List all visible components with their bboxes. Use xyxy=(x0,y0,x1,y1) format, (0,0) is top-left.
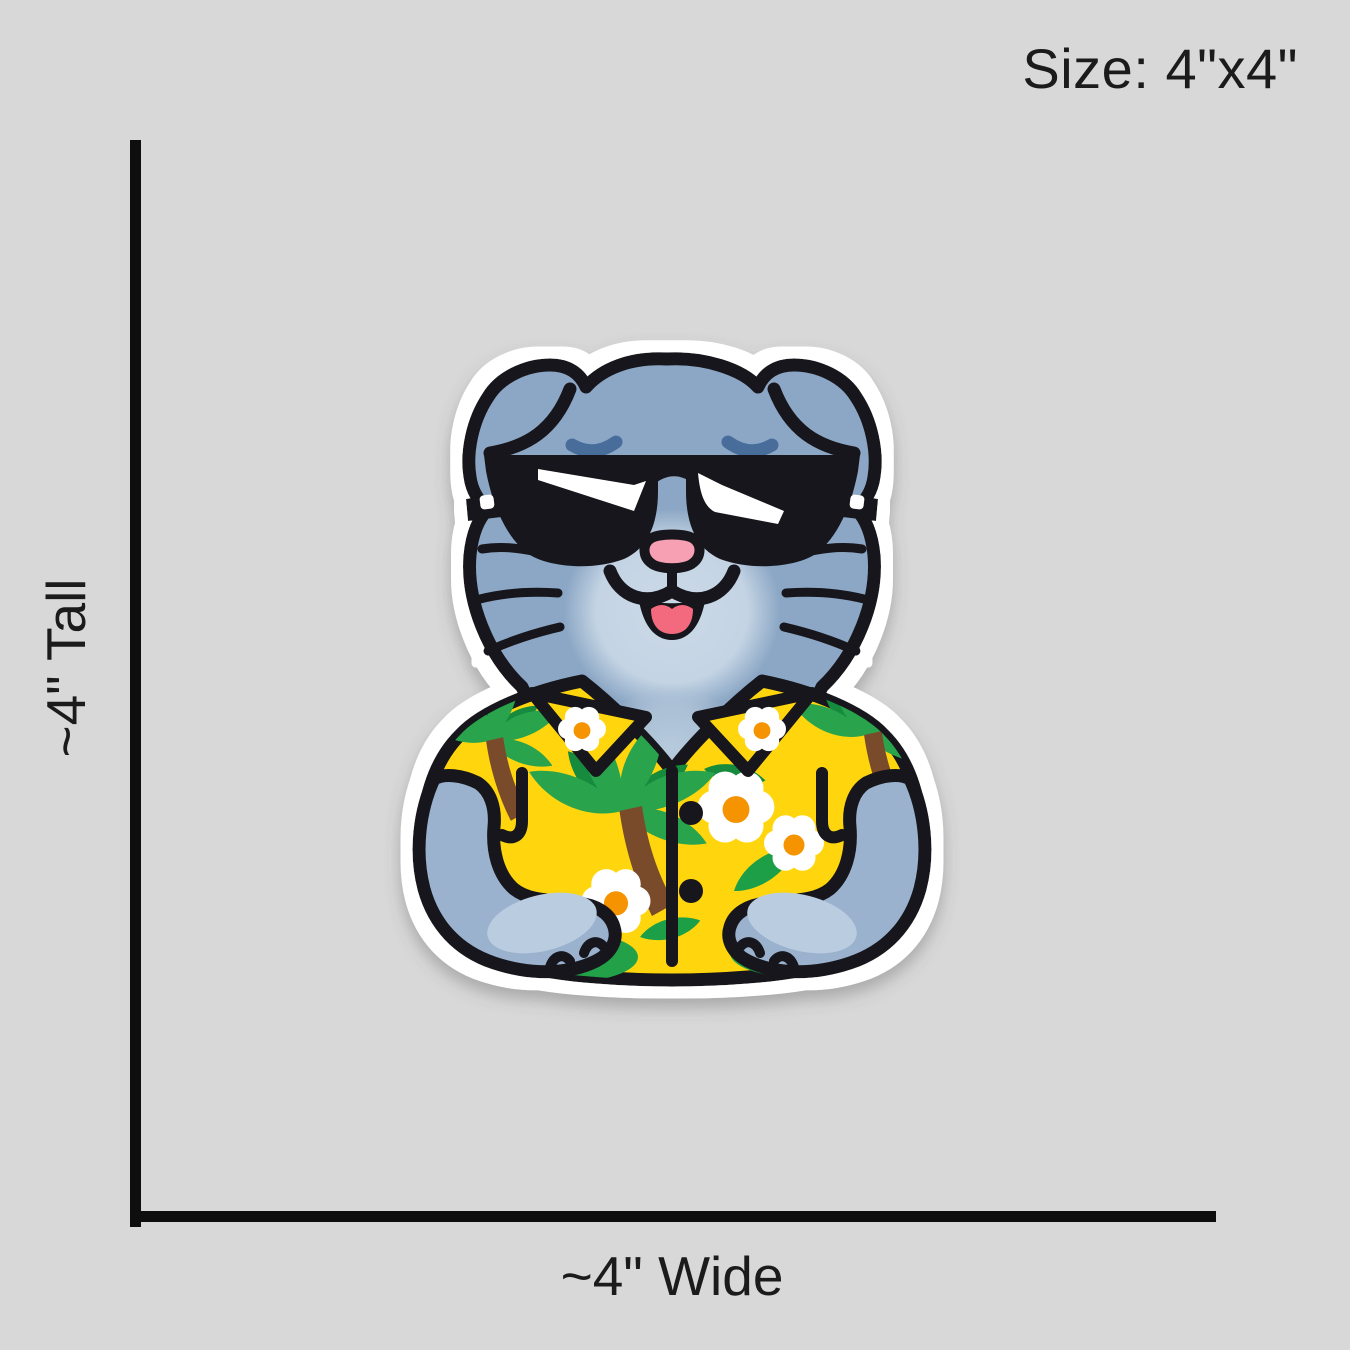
tongue xyxy=(651,605,693,634)
left-eyebrow xyxy=(565,435,623,458)
width-label: ~4" Wide xyxy=(560,1245,784,1307)
right-eyebrow xyxy=(721,435,779,458)
shirt-button xyxy=(679,801,703,825)
cat-nose xyxy=(639,529,705,574)
shirt-button xyxy=(679,879,703,903)
cat-character xyxy=(412,352,943,987)
toe-cleft xyxy=(545,951,575,972)
size-label: Size: 4"x4" xyxy=(1022,37,1298,100)
left-hinge-dot xyxy=(479,494,495,510)
height-label: ~4" Tall xyxy=(35,578,97,758)
smile-line xyxy=(603,564,741,606)
left-lens-glare xyxy=(538,469,646,511)
vertical-axis-line xyxy=(130,140,141,1227)
left-cuff-edge xyxy=(496,767,528,844)
left-ear-crease xyxy=(483,382,577,460)
sunglasses xyxy=(466,455,878,567)
horizontal-axis-line xyxy=(130,1211,1216,1222)
right-hinge-dot xyxy=(849,494,865,510)
toe-cleft xyxy=(579,937,609,958)
right-lens-glare xyxy=(698,473,784,524)
glasses-bridge xyxy=(656,455,692,483)
cat-sticker-illustration xyxy=(412,352,944,987)
left-arm-paw xyxy=(412,769,622,979)
